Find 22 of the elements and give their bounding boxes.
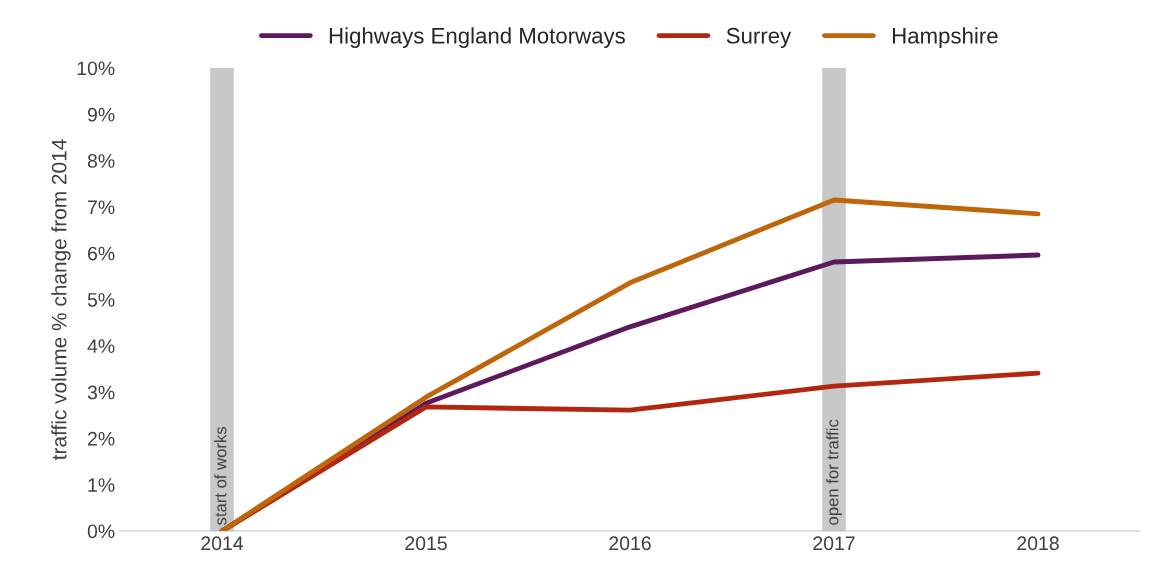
y-axis-title: traffic volume % change from 2014 (51, 139, 71, 460)
y-tick-label: 9% (87, 107, 115, 122)
y-tick-label: 7% (88, 200, 115, 215)
x-tick-label: 2018 (1017, 536, 1059, 551)
legend-label: Highways England Motorways (329, 27, 625, 48)
y-tick-label: 8% (87, 154, 115, 168)
y-tick-label: 6% (88, 246, 115, 261)
y-tick-label: 4% (87, 339, 115, 353)
x-tick-label: 2015 (405, 536, 447, 551)
y-tick-label: 10% (77, 61, 115, 76)
y-tick-label: 5% (87, 293, 115, 307)
legend-label: Surrey (726, 27, 792, 48)
ref-line-label: open for traffic (826, 419, 842, 525)
y-tick-label: 1% (88, 478, 115, 492)
ref-line-label: start of works (214, 426, 227, 525)
legend-label: Hampshire (892, 27, 998, 48)
x-tick-label: 2016 (609, 536, 651, 551)
x-tick-label: 2014 (201, 536, 244, 551)
x-tick-label: 2017 (813, 536, 855, 551)
y-tick-label: 2% (88, 431, 115, 446)
y-tick-label: 0% (87, 524, 115, 539)
y-tick-label: 3% (87, 385, 115, 400)
